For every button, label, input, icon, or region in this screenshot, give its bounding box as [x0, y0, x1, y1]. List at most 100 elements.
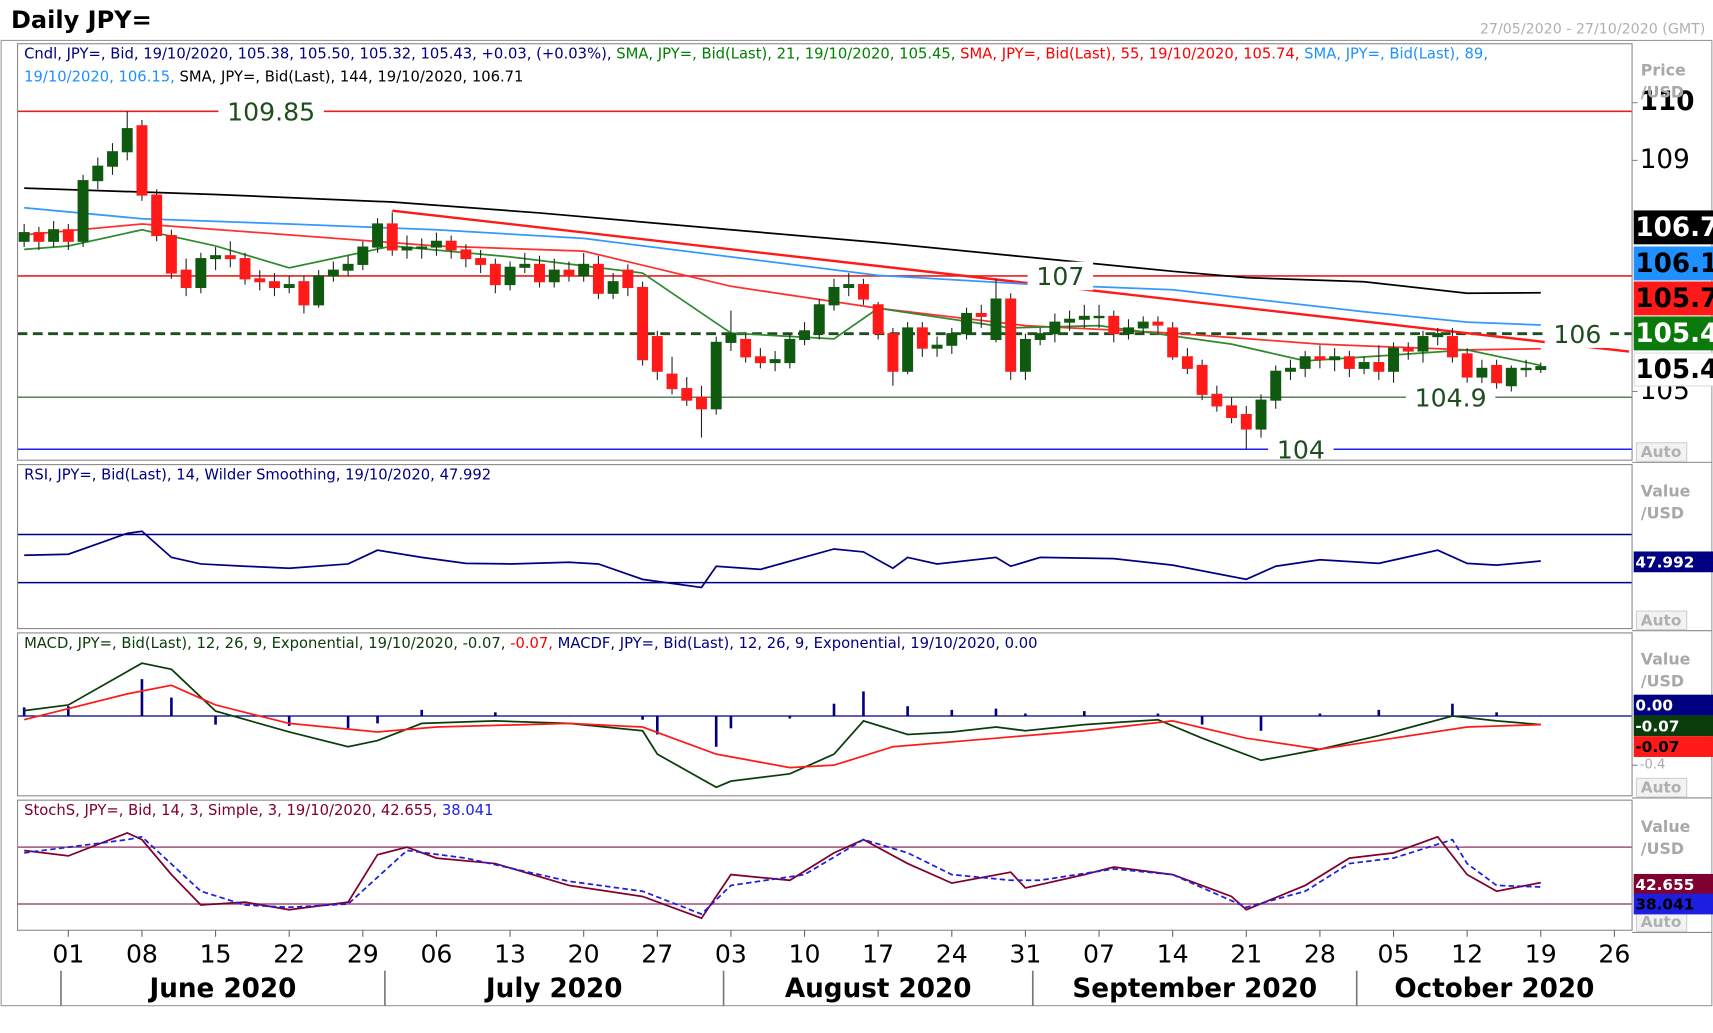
histogram-bar — [788, 716, 792, 719]
indicator-line — [24, 835, 1541, 916]
candle-body — [1270, 370, 1282, 401]
candle-body — [1167, 327, 1179, 358]
histogram-bar — [22, 707, 26, 717]
value-badge-text: -0.07 — [1635, 717, 1679, 735]
panel — [17, 662, 1633, 789]
value-badge — [1633, 694, 1713, 716]
candle-body — [489, 263, 501, 286]
histogram-bar — [1083, 711, 1086, 717]
x-tick-label: 01 — [52, 939, 84, 968]
histogram-bar — [1259, 716, 1263, 731]
histogram-bar — [950, 709, 954, 717]
candle-body — [1505, 367, 1517, 387]
candle-body — [1388, 347, 1399, 372]
candle-body — [1343, 356, 1355, 369]
level-label: 107 — [1036, 262, 1084, 291]
date-range: 27/05/2020 - 27/10/2020 (GMT) — [1480, 22, 1705, 38]
value-badge-text: 105.4 — [1635, 355, 1713, 385]
histogram-bar — [729, 716, 733, 729]
x-tick-label: 20 — [568, 939, 600, 968]
candle-body — [990, 298, 1002, 341]
level-label: 109.85 — [227, 97, 315, 126]
legend-line: MACD, JPY=, Bid(Last), 12, 26, 9, Expone… — [24, 635, 1037, 652]
candle-body — [1520, 367, 1532, 371]
candle-body — [1299, 356, 1311, 369]
value-badge — [1633, 246, 1713, 281]
chart-title: Daily JPY= — [11, 6, 152, 34]
x-tick-label: 15 — [200, 939, 232, 968]
level-label: 104.9 — [1415, 383, 1487, 412]
x-tick-label: 08 — [126, 939, 158, 968]
candle-body — [1181, 356, 1193, 369]
candle-body — [475, 258, 487, 265]
month-label: July 2020 — [484, 974, 623, 1004]
candle-body — [269, 281, 280, 289]
candle-body — [416, 246, 428, 249]
histogram-bar — [1156, 713, 1160, 717]
x-tick-label: 06 — [420, 939, 452, 968]
indicator-line — [24, 530, 1541, 589]
candle-body — [666, 373, 678, 390]
candle-body — [1152, 321, 1164, 326]
axis-unit-label: Value — [1641, 817, 1691, 836]
value-badge-text: 105.4 — [1635, 319, 1713, 349]
candle-body — [504, 266, 516, 286]
candle-body — [931, 344, 943, 349]
candle-body — [607, 281, 619, 294]
candle-body — [298, 281, 310, 306]
x-tick-label: 05 — [1378, 939, 1410, 968]
candle-body — [48, 229, 60, 242]
candle-body — [92, 165, 104, 182]
histogram-bar — [906, 706, 909, 717]
x-tick-label: 21 — [1230, 939, 1262, 968]
candle-body — [651, 336, 663, 372]
candle-body — [1226, 405, 1238, 419]
candle-body — [430, 240, 442, 248]
candle-body — [224, 255, 236, 260]
candle-body — [342, 263, 354, 271]
candle-body — [1402, 347, 1414, 352]
legend-entry: StochS, JPY=, Bid, 14, 3, Simple, 3, 19/… — [24, 802, 437, 819]
candle-body — [563, 269, 575, 277]
month-label: August 2020 — [785, 974, 972, 1004]
x-tick-label: 29 — [347, 939, 379, 968]
candle-body — [1358, 362, 1370, 369]
histogram-bar — [862, 691, 865, 717]
candle-body — [813, 304, 825, 335]
histogram-bar — [170, 697, 173, 717]
candle-body — [872, 304, 884, 335]
candle-body — [916, 327, 928, 349]
level-label-bg — [218, 97, 324, 126]
histogram-bar — [567, 716, 571, 717]
candle-body — [946, 333, 958, 346]
candle-body — [592, 263, 604, 294]
candle-body — [1078, 315, 1090, 320]
axis-unit-label: Value — [1641, 481, 1691, 500]
value-badge — [1633, 893, 1713, 915]
candle-body — [33, 232, 45, 242]
axis-unit-label: /USD — [1641, 672, 1684, 691]
candle-body — [386, 223, 398, 251]
legend-entry: SMA, JPY=, Bid(Last), 55, 19/10/2020, 10… — [955, 46, 1299, 63]
histogram-bar — [140, 679, 144, 717]
x-tick-label: 13 — [494, 939, 526, 968]
x-tick-label: 14 — [1157, 939, 1189, 968]
value-badge-text: 38.041 — [1635, 896, 1694, 914]
value-badge-text: 47.992 — [1635, 553, 1694, 571]
candle-body — [1211, 393, 1223, 407]
candle-body — [681, 388, 693, 401]
legend-entry: SMA, JPY=, Bid(Last), 144, 19/10/2020, 1… — [175, 69, 524, 86]
level-label-bg — [1027, 261, 1094, 291]
month-label: October 2020 — [1394, 974, 1594, 1004]
month-label: June 2020 — [147, 974, 296, 1004]
panel-frame — [16, 464, 1633, 630]
candle-body — [313, 275, 325, 306]
x-tick-label: 17 — [862, 939, 894, 968]
candle-body — [372, 223, 384, 248]
candle-body — [1034, 333, 1046, 341]
level-label-bg — [1544, 319, 1611, 348]
panel: 109.85 107 106 104.9 104 — [17, 97, 1633, 461]
histogram-bar — [641, 716, 644, 720]
scale-mode: Auto — [1641, 779, 1682, 797]
histogram-bar — [1451, 703, 1454, 717]
